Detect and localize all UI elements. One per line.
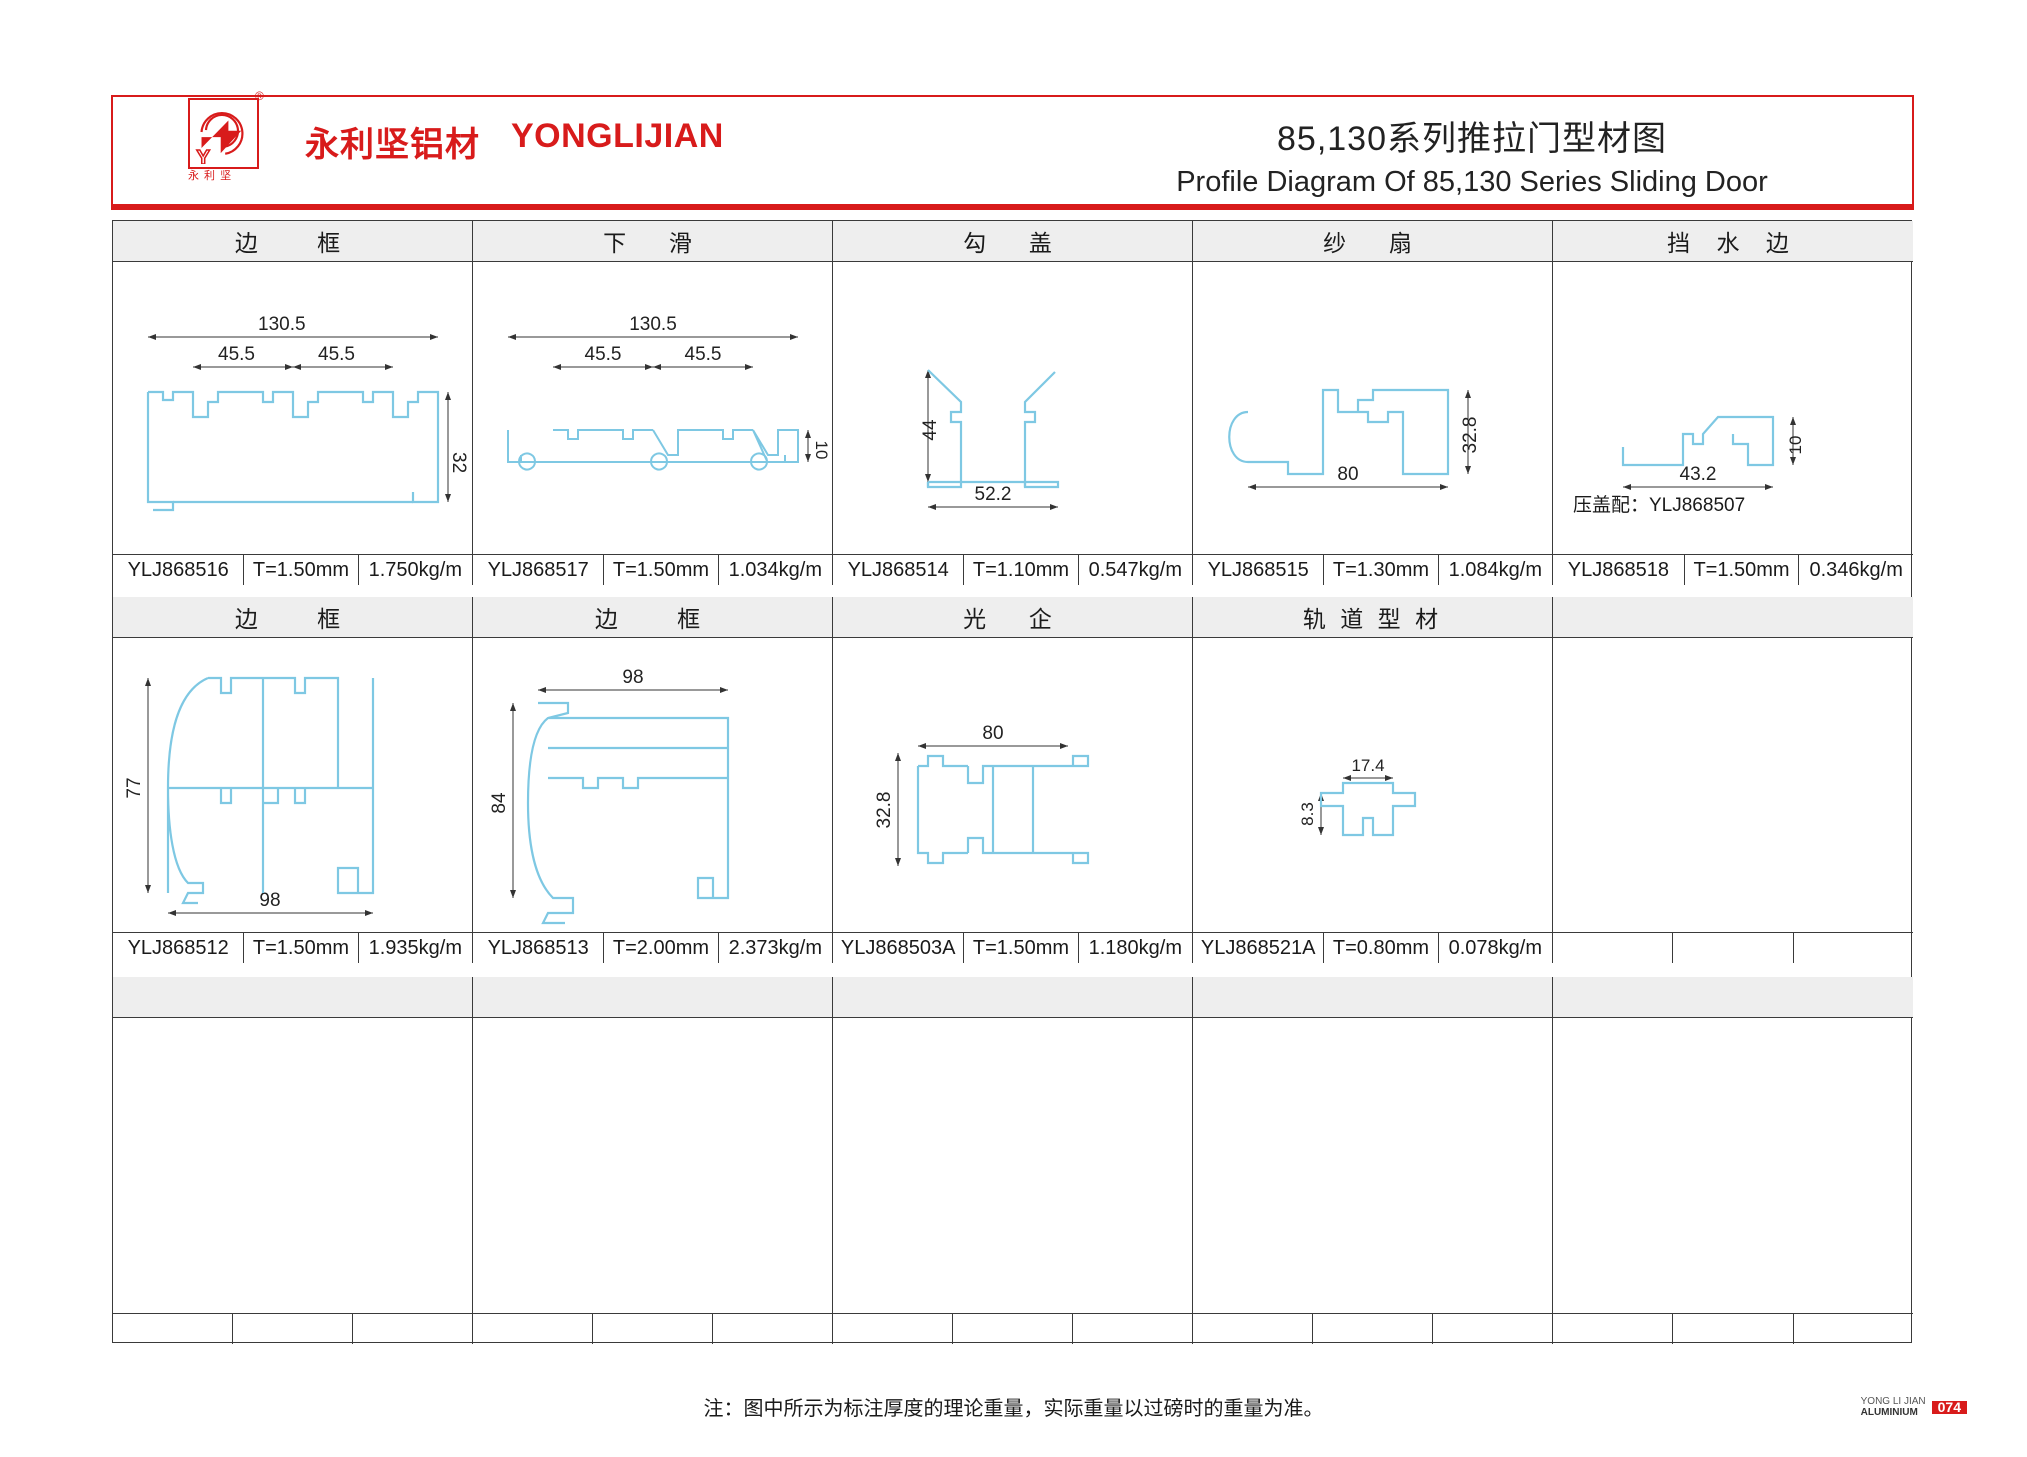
svg-text:44: 44 [920,419,941,441]
svg-text:98: 98 [622,667,643,688]
svg-text:32: 32 [448,452,469,473]
svg-text:130.5: 130.5 [629,314,677,335]
svg-text:98: 98 [259,890,280,911]
svg-text:32.8: 32.8 [874,792,895,829]
svg-text:10: 10 [1786,436,1805,455]
svg-text:32.8: 32.8 [1460,417,1481,454]
svg-text:17.4: 17.4 [1351,756,1384,775]
svg-text:Y: Y [196,146,210,164]
svg-text:45.5: 45.5 [585,344,622,365]
svg-text:45.5: 45.5 [685,344,722,365]
svg-text:84: 84 [489,792,510,814]
svg-text:130.5: 130.5 [258,314,306,335]
svg-text:8.3: 8.3 [1298,802,1317,826]
svg-text:10: 10 [812,441,831,460]
svg-text:52.2: 52.2 [975,484,1012,505]
svg-text:80: 80 [982,723,1003,744]
svg-text:45.5: 45.5 [218,344,255,365]
svg-text:80: 80 [1337,464,1358,485]
svg-text:45.5: 45.5 [318,344,355,365]
svg-text:43.2: 43.2 [1680,464,1717,485]
svg-text:77: 77 [124,777,145,798]
